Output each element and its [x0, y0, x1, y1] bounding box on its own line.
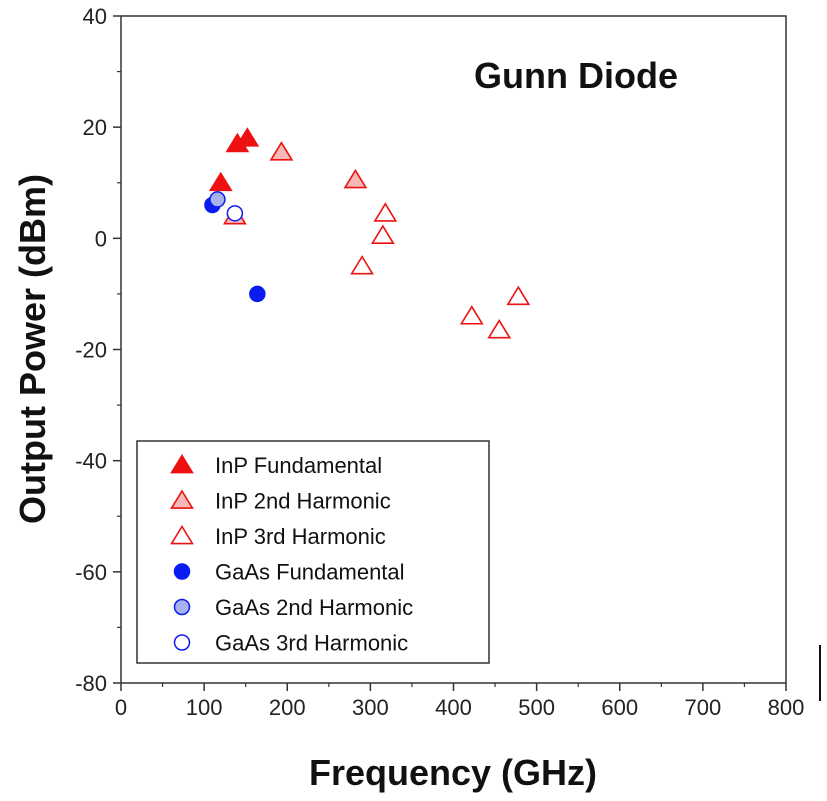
data-point [350, 255, 374, 275]
chart-title: Gunn Diode [474, 55, 678, 96]
data-point [226, 205, 244, 222]
legend-marker [170, 524, 194, 545]
legend-label: GaAs 2nd Harmonic [215, 595, 413, 620]
data-point [343, 168, 368, 189]
x-tick-label: 0 [115, 695, 127, 720]
data-point [459, 305, 484, 325]
y-axis-ticks: -80 -60 -40 -20 0 20 40 [75, 4, 121, 696]
x-tick-label: 600 [601, 695, 638, 720]
data-point [235, 127, 260, 147]
x-tick-label: 200 [269, 695, 306, 720]
x-tick-label: 300 [352, 695, 389, 720]
y-tick-label: -80 [75, 671, 107, 696]
x-axis-ticks: 0 100 200 300 400 500 600 700 800 [115, 683, 804, 720]
legend-label: InP Fundamental [215, 453, 382, 478]
legend: InP Fundamental InP 2nd Harmonic InP 3rd H… [136, 440, 490, 664]
data-point [249, 285, 266, 303]
y-tick-label: -60 [75, 560, 107, 585]
x-tick-label: 100 [186, 695, 223, 720]
y-tick-label: 20 [83, 115, 107, 140]
x-tick-label: 400 [435, 695, 472, 720]
y-tick-label: -20 [75, 338, 107, 363]
data-point [269, 141, 294, 161]
legend-marker [173, 563, 191, 580]
data-markers [204, 127, 531, 339]
data-point [487, 319, 512, 339]
x-tick-label: 800 [768, 695, 805, 720]
legend-marker [170, 489, 194, 509]
legend-marker [170, 453, 194, 474]
data-point [209, 191, 226, 208]
data-point [370, 224, 395, 244]
x-tick-label: 700 [685, 695, 722, 720]
legend-label: GaAs 3rd Harmonic [215, 631, 408, 656]
legend-label: InP 2nd Harmonic [215, 489, 391, 514]
legend-marker [173, 634, 191, 651]
legend-label: GaAs Fundamental [215, 560, 405, 585]
data-point [208, 171, 233, 192]
y-tick-label: 0 [95, 226, 107, 251]
legend-label: InP 3rd Harmonic [215, 524, 386, 549]
x-axis-title: Frequency (GHz) [309, 752, 597, 793]
y-axis-title: Output Power (dBm) [12, 174, 53, 524]
y-tick-label: 40 [83, 4, 107, 29]
legend-box [136, 440, 490, 664]
data-point [373, 202, 398, 222]
x-tick-label: 500 [518, 695, 555, 720]
legend-marker [173, 598, 191, 616]
y-tick-label: -40 [75, 449, 107, 474]
data-point [506, 285, 531, 306]
